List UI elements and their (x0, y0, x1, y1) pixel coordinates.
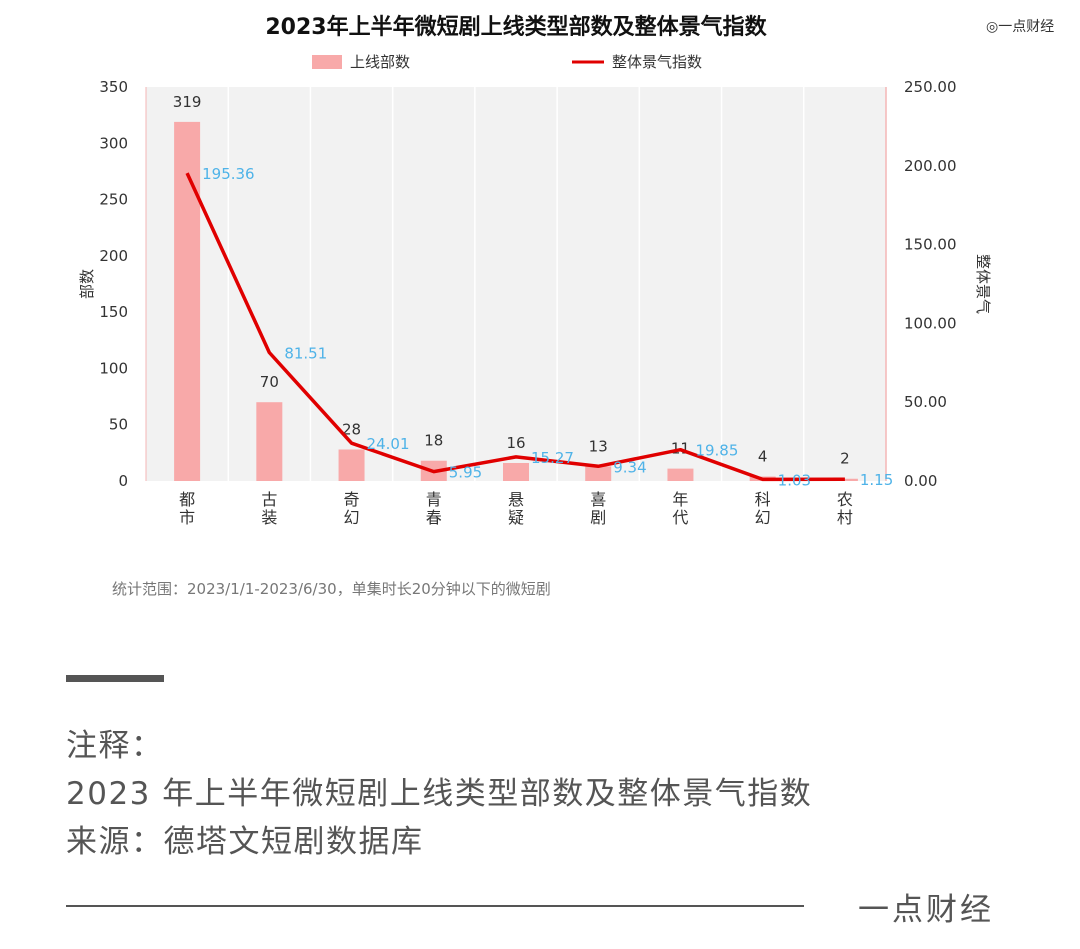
bar-value-label: 4 (758, 447, 768, 465)
left-tick-label: 200 (99, 247, 128, 265)
line-value-label: 5.95 (449, 464, 482, 482)
line-value-label: 15.27 (531, 449, 574, 467)
notes-block: 注释： 2023 年上半年微短剧上线类型部数及整体景气指数 来源：德塔文短剧数据… (66, 722, 812, 866)
left-axis-ticks: 0 50 100 150 200 250 300 350 (99, 78, 128, 490)
bar-value-label: 28 (342, 420, 361, 438)
line-value-label: 19.85 (695, 442, 738, 460)
bar (338, 449, 365, 481)
left-tick-label: 0 (118, 472, 128, 490)
bar (256, 402, 283, 481)
line-value-label: 195.36 (202, 165, 255, 183)
left-tick-label: 50 (109, 416, 128, 434)
bar (503, 462, 529, 481)
notes-source: 来源：德塔文短剧数据库 (66, 824, 424, 860)
watermark: ◎一点财经 (986, 19, 1055, 35)
bar-series (174, 121, 858, 481)
combo-chart: 2023年上半年微短剧上线类型部数及整体景气指数 上线部数 整体景气指数 0 50… (78, 14, 992, 598)
bar-value-label: 319 (173, 93, 202, 111)
grid-lines (227, 87, 805, 481)
line-value-label: 1.15 (860, 471, 893, 489)
x-tick-label: 奇幻 (344, 490, 360, 527)
right-tick-label: 150.00 (904, 236, 957, 254)
bar-value-label: 2 (840, 450, 850, 468)
legend-label-bars: 上线部数 (350, 53, 410, 71)
x-tick-label: 青春 (426, 490, 442, 527)
x-tick-label: 都市 (179, 490, 195, 527)
x-tick-label: 年代 (672, 490, 688, 527)
bar-value-label: 70 (260, 373, 279, 391)
x-axis-labels: 都市 古装 奇幻 青春 悬疑 喜剧 年代 科幻 农村 (179, 490, 853, 527)
left-tick-label: 250 (99, 191, 128, 209)
bar (174, 121, 201, 481)
chart-footnote: 统计范围：2023/1/1-2023/6/30，单集时长20分钟以下的微短剧 (112, 580, 551, 598)
right-tick-label: 100.00 (904, 314, 957, 332)
notes-divider-bottom (66, 905, 804, 907)
line-data-labels: 195.36 81.51 24.01 5.95 15.27 9.34 19.85 1.03 1.… (202, 165, 893, 489)
right-tick-label: 250.00 (904, 78, 957, 96)
left-tick-label: 350 (99, 78, 128, 96)
x-tick-label: 农村 (837, 490, 853, 527)
bar (667, 468, 694, 481)
legend-label-line: 整体景气指数 (612, 53, 702, 71)
right-tick-label: 0.00 (904, 472, 937, 490)
notes-heading: 注释： (66, 728, 164, 764)
right-axis-ticks: 0.00 50.00 100.00 150.00 200.00 250.00 (904, 78, 957, 490)
left-tick-label: 150 (99, 303, 128, 321)
x-tick-label: 科幻 (755, 490, 771, 527)
x-tick-label: 悬疑 (508, 490, 524, 527)
bar-value-label: 13 (589, 437, 608, 455)
line-value-label: 1.03 (778, 471, 811, 489)
brand-name: 一点财经 (858, 892, 994, 928)
notes-divider-top (66, 675, 164, 682)
left-tick-label: 300 (99, 134, 128, 152)
left-axis-title: 部数 (78, 269, 96, 299)
bar-value-label: 18 (424, 432, 443, 450)
bar-value-label: 16 (506, 434, 525, 452)
line-series (185, 172, 845, 482)
x-tick-label: 喜剧 (590, 490, 606, 527)
legend-swatch-bars (312, 55, 342, 69)
line-value-label: 24.01 (367, 435, 410, 453)
right-tick-label: 200.00 (904, 157, 957, 175)
right-tick-label: 50.00 (904, 393, 947, 411)
chart-title: 2023年上半年微短剧上线类型部数及整体景气指数 (265, 14, 767, 40)
bar (585, 466, 612, 481)
x-tick-label: 古装 (261, 490, 277, 527)
legend: 上线部数 整体景气指数 (312, 53, 702, 71)
line-value-label: 9.34 (613, 458, 646, 476)
right-axis-title: 整体景气 (974, 254, 992, 314)
notes-caption: 2023 年上半年微短剧上线类型部数及整体景气指数 (66, 776, 813, 812)
line-value-label: 81.51 (284, 345, 327, 363)
left-tick-label: 100 (99, 359, 128, 377)
